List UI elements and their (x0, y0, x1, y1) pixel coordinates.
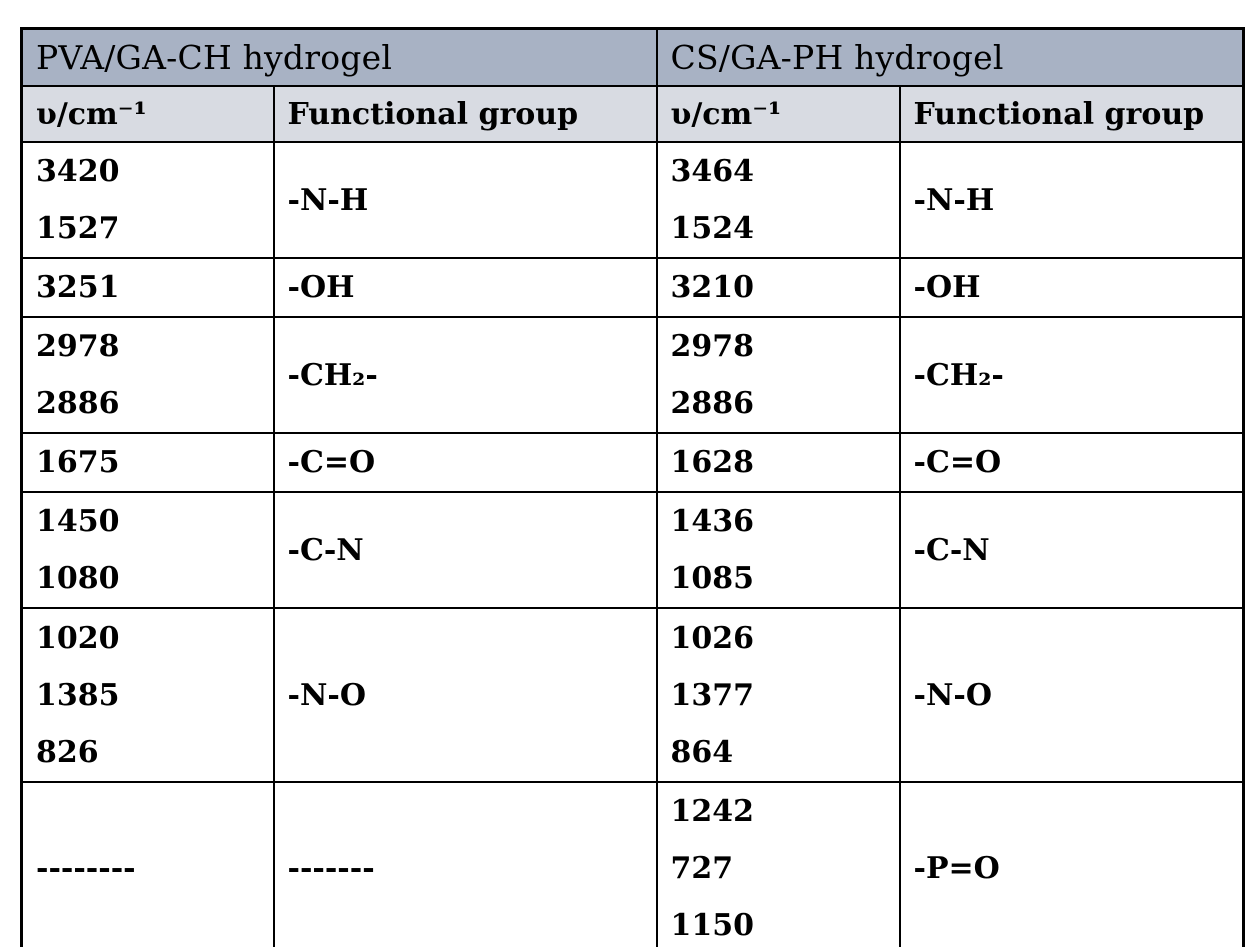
wavenumber-line: 3251 (36, 270, 120, 305)
wavenumber-line: 1377 (670, 677, 755, 713)
functional-group-cell: -N-O (272, 607, 658, 783)
wavenumber-cell: 1450 1080 (20, 491, 275, 609)
wavenumber-cell: 3464 1524 (655, 141, 901, 259)
wavenumber-line: 727 (670, 851, 734, 886)
wavenumber-line: 1080 (36, 561, 120, 596)
functional-group-cell: -P=O (898, 781, 1245, 947)
table-row: 1020 1385 826 -N-O 1026 1377 864 -N-O (20, 607, 1245, 783)
wavenumber-cell: 1436 1085 (655, 491, 901, 609)
functional-group-cell: -C=O (272, 432, 658, 493)
functional-group-cell: -N-H (898, 141, 1245, 259)
section-header-row: PVA/GA-CH hydrogel CS/GA-PH hydrogel (20, 27, 1245, 87)
wavenumber-line: 1385 (36, 677, 120, 713)
section-title-cs-ga-ph: CS/GA-PH hydrogel (655, 27, 1245, 87)
wavenumber-line: 1242 (670, 794, 755, 829)
ftir-bands-table: PVA/GA-CH hydrogel CS/GA-PH hydrogel υ/c… (20, 27, 1246, 947)
functional-group-cell: -C-N (898, 491, 1245, 609)
wavenumber-line: 2978 (670, 329, 755, 364)
wavenumber-line: 1450 (36, 504, 120, 539)
wavenumber-column-header-right: υ/cm⁻¹ (655, 85, 901, 143)
wavenumber-line: 1020 (36, 620, 120, 656)
functional-group-cell: -C=O (898, 432, 1245, 493)
wavenumber-line: 1026 (670, 620, 755, 656)
wavenumber-line: 1628 (670, 445, 755, 480)
table-row: 1675 -C=O 1628 -C=O (20, 432, 1245, 493)
functional-group-cell: -OH (898, 257, 1245, 318)
functional-group-cell: -CH₂- (272, 316, 658, 434)
wavenumber-line: -------- (36, 851, 136, 886)
wavenumber-line: 1150 (670, 908, 755, 943)
wavenumber-cell: 1242 727 1150 (655, 781, 901, 947)
wavenumber-cell: 1675 (20, 432, 275, 493)
wavenumber-line: 1675 (36, 445, 120, 480)
functional-group-cell: -C-N (272, 491, 658, 609)
table-row: 1450 1080 -C-N 1436 1085 -C-N (20, 491, 1245, 609)
table-row: -------- ------- 1242 727 1150 -P=O (20, 781, 1245, 947)
wavenumber-line: 3464 (670, 154, 755, 189)
wavenumber-line: 1527 (36, 211, 120, 246)
functional-group-cell: ------- (272, 781, 658, 947)
wavenumber-line: 2886 (36, 386, 120, 421)
wavenumber-line: 2886 (670, 386, 755, 421)
column-header-row: υ/cm⁻¹ Functional group υ/cm⁻¹ Functiona… (20, 85, 1245, 143)
table-row: 2978 2886 -CH₂- 2978 2886 -CH₂- (20, 316, 1245, 434)
functional-group-cell: -N-H (272, 141, 658, 259)
functional-group-cell: -CH₂- (898, 316, 1245, 434)
wavenumber-line: 826 (36, 734, 99, 770)
functional-group-cell: -OH (272, 257, 658, 318)
wavenumber-cell: 1628 (655, 432, 901, 493)
wavenumber-cell: 3420 1527 (20, 141, 275, 259)
wavenumber-cell: 3251 (20, 257, 275, 318)
wavenumber-cell: 1020 1385 826 (20, 607, 275, 783)
wavenumber-cell: 3210 (655, 257, 901, 318)
wavenumber-column-header-left: υ/cm⁻¹ (20, 85, 275, 143)
functional-group-column-header-right: Functional group (898, 85, 1245, 143)
table-row: 3420 1527 -N-H 3464 1524 -N-H (20, 141, 1245, 259)
wavenumber-line: 3420 (36, 154, 120, 189)
wavenumber-line: 864 (670, 734, 734, 770)
wavenumber-line: 2978 (36, 329, 120, 364)
wavenumber-line: 1085 (670, 561, 755, 596)
wavenumber-cell: 1026 1377 864 (655, 607, 901, 783)
wavenumber-line: 3210 (670, 270, 755, 305)
wavenumber-cell: -------- (20, 781, 275, 947)
wavenumber-line: 1524 (670, 211, 755, 246)
functional-group-column-header-left: Functional group (272, 85, 658, 143)
wavenumber-line: 1436 (670, 504, 755, 539)
wavenumber-cell: 2978 2886 (655, 316, 901, 434)
table-row: 3251 -OH 3210 -OH (20, 257, 1245, 318)
section-title-pva-ga-ch: PVA/GA-CH hydrogel (20, 27, 658, 87)
functional-group-cell: -N-O (898, 607, 1245, 783)
wavenumber-cell: 2978 2886 (20, 316, 275, 434)
